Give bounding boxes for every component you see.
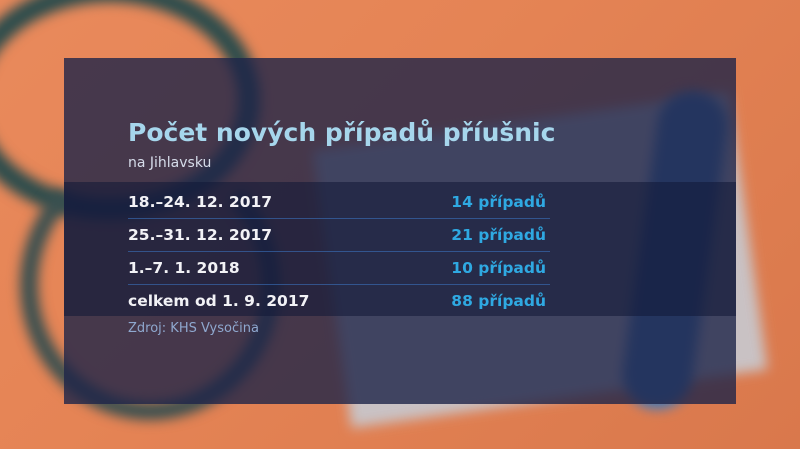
panel-title: Počet nových případů příušnic xyxy=(128,118,556,147)
table-row: 25.–31. 12. 2017 21 případů xyxy=(128,218,550,252)
row-value: 88 případů xyxy=(451,291,546,310)
source-note: Zdroj: KHS Vysočina xyxy=(128,321,259,336)
table-band xyxy=(64,182,736,316)
row-label: celkem od 1. 9. 2017 xyxy=(128,291,310,310)
panel-subtitle: na Jihlavsku xyxy=(128,155,212,171)
table-row: 18.–24. 12. 2017 14 případů xyxy=(128,185,550,219)
table-row-total: celkem od 1. 9. 2017 88 případů xyxy=(128,284,550,317)
table-row: 1.–7. 1. 2018 10 případů xyxy=(128,251,550,285)
info-panel: Počet nových případů příušnic na Jihlavs… xyxy=(64,58,736,404)
row-label: 18.–24. 12. 2017 xyxy=(128,192,273,211)
row-label: 1.–7. 1. 2018 xyxy=(128,258,240,277)
row-value: 10 případů xyxy=(451,258,546,277)
row-label: 25.–31. 12. 2017 xyxy=(128,225,273,244)
row-value: 21 případů xyxy=(451,225,546,244)
row-value: 14 případů xyxy=(451,192,546,211)
